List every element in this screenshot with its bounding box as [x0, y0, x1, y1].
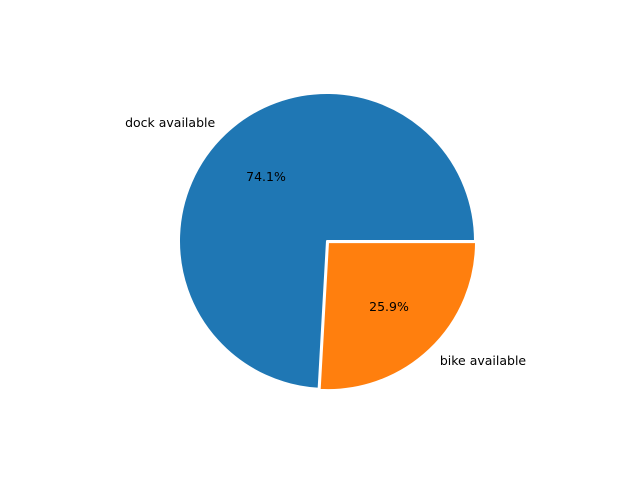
pie-percent-label-dock-available: 74.1% — [246, 169, 286, 184]
pie-category-label-bike-available: bike available — [440, 353, 527, 368]
pie-category-label-dock-available: dock available — [125, 115, 215, 130]
pie-slice-bike-available — [318, 241, 478, 392]
pie-percent-label-bike-available: 25.9% — [369, 299, 409, 314]
pie-slice-dock-available — [178, 92, 476, 390]
